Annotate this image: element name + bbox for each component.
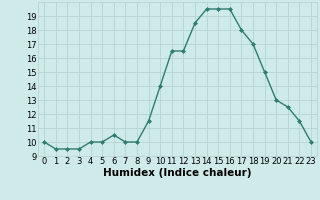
X-axis label: Humidex (Indice chaleur): Humidex (Indice chaleur) [103, 168, 252, 178]
